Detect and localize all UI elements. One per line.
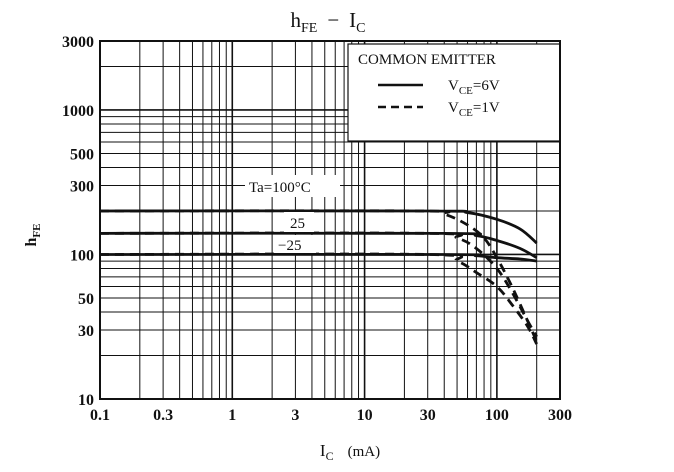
x-tick-label: 0.3 xyxy=(153,407,173,424)
title-fe-sub: FE xyxy=(301,21,317,36)
annotation-ta-25: 25 xyxy=(290,216,305,232)
series-group xyxy=(99,209,538,345)
title-separator: − xyxy=(327,8,339,32)
legend-entry-vce6: VCE=6V xyxy=(448,78,500,97)
x-tick-label: 0.1 xyxy=(90,407,110,424)
x-label-unit: (mA) xyxy=(348,444,381,460)
title-i: I xyxy=(349,8,356,32)
y-label-h: h xyxy=(23,237,40,246)
series-line-4 xyxy=(99,209,538,343)
annotation-bg-tam25 xyxy=(274,235,316,253)
x-tick-label: 30 xyxy=(420,407,436,424)
title-h: h xyxy=(290,8,301,32)
y-tick-label: 300 xyxy=(70,179,94,196)
annotation-ta-minus-25: −25 xyxy=(278,238,301,254)
title-c-sub: C xyxy=(356,21,365,36)
x-tick-label: 300 xyxy=(548,407,572,424)
tick-labels: 0.1 0.3 1 3 10 30 100 300 10 30 50 100 300 500 1000 300… xyxy=(62,34,572,424)
legend-entry-vce1: VCE=1V xyxy=(448,100,500,119)
legend: COMMON EMITTER VCE=6V VCE=1V xyxy=(347,43,561,142)
annotation-bg-ta25 xyxy=(284,212,314,232)
legend-title: COMMON EMITTER xyxy=(358,52,496,68)
y-tick-label: 1000 xyxy=(62,103,94,120)
x-tick-label: 3 xyxy=(291,407,299,424)
x-label-sub: C xyxy=(326,449,334,463)
x-tick-label: 1 xyxy=(228,407,236,424)
annotation-bg-ta100 xyxy=(245,175,340,197)
x-label-i: I xyxy=(320,441,326,460)
y-tick-label: 500 xyxy=(70,146,94,163)
y-axis-label: hFE xyxy=(23,224,43,247)
x-axis-label: IC (mA) xyxy=(320,441,380,463)
series-line-5 xyxy=(99,231,538,338)
plot-frame xyxy=(99,40,561,400)
y-tick-label: 100 xyxy=(70,247,94,264)
series-line-1 xyxy=(99,209,538,245)
x-tick-label: 10 xyxy=(357,407,373,424)
y-tick-label: 3000 xyxy=(62,34,94,51)
y-label-sub: FE xyxy=(31,224,43,238)
chart-title: hFE − IC xyxy=(290,8,365,36)
y-tick-label: 10 xyxy=(78,392,94,409)
legend-box xyxy=(347,43,561,142)
x-tick-label: 100 xyxy=(485,407,509,424)
series-line-6 xyxy=(99,252,538,345)
y-tick-label: 30 xyxy=(78,323,94,340)
annotation-ta-100: Ta=100°C xyxy=(249,180,311,196)
y-tick-label: 50 xyxy=(78,291,94,308)
